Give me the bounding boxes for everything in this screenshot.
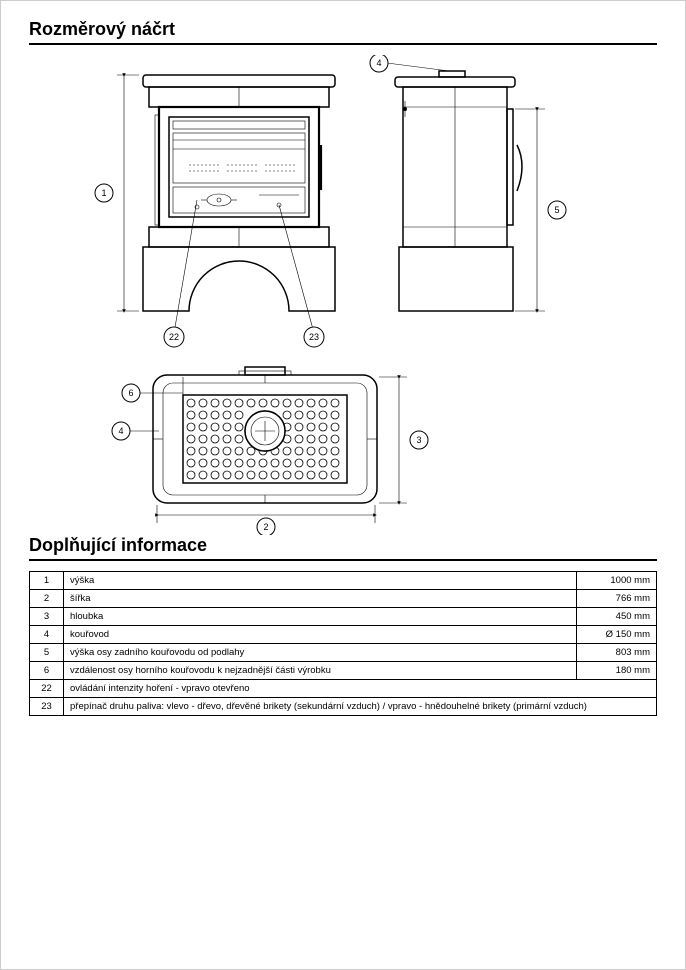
row-value: 450 mm (577, 608, 657, 626)
row-index: 5 (30, 644, 64, 662)
dimensions-heading: Rozměrový náčrt (29, 19, 657, 40)
table-row: 2šířka766 mm (30, 590, 657, 608)
callout-22: 22 (169, 332, 179, 342)
callout-2: 2 (263, 522, 268, 532)
row-index: 4 (30, 626, 64, 644)
table-row: 3hloubka450 mm (30, 608, 657, 626)
callout-1: 1 (101, 188, 106, 198)
row-index: 3 (30, 608, 64, 626)
callout-4-top: 4 (376, 58, 381, 68)
row-label: přepínač druhu paliva: vlevo - dřevo, dř… (64, 698, 657, 716)
row-value: 1000 mm (577, 572, 657, 590)
callout-4-side: 4 (118, 426, 123, 436)
page: Rozměrový náčrt (0, 0, 686, 970)
heading-rule (29, 43, 657, 45)
info-table: 1výška1000 mm2šířka766 mm3hloubka450 mm4… (29, 571, 657, 716)
top-view (153, 367, 377, 503)
table-row: 6vzdálenost osy horního kouřovodu k nejz… (30, 662, 657, 680)
row-index: 6 (30, 662, 64, 680)
row-value: Ø 150 mm (577, 626, 657, 644)
side-view (395, 71, 522, 311)
row-label: hloubka (64, 608, 577, 626)
technical-drawing: 1 22 23 (29, 55, 659, 535)
front-view (143, 75, 335, 311)
table-row: 22ovládání intenzity hoření - vpravo ote… (30, 680, 657, 698)
row-index: 1 (30, 572, 64, 590)
row-index: 2 (30, 590, 64, 608)
callout-3: 3 (416, 435, 421, 445)
row-value: 766 mm (577, 590, 657, 608)
row-label: šířka (64, 590, 577, 608)
row-index: 22 (30, 680, 64, 698)
table-row: 4kouřovodØ 150 mm (30, 626, 657, 644)
info-rule (29, 559, 657, 561)
callout-23: 23 (309, 332, 319, 342)
row-label: výška osy zadního kouřovodu od podlahy (64, 644, 577, 662)
row-label: kouřovod (64, 626, 577, 644)
row-value: 803 mm (577, 644, 657, 662)
row-value: 180 mm (577, 662, 657, 680)
table-row: 23přepínač druhu paliva: vlevo - dřevo, … (30, 698, 657, 716)
info-heading: Doplňující informace (29, 535, 657, 556)
row-index: 23 (30, 698, 64, 716)
row-label: vzdálenost osy horního kouřovodu k nejza… (64, 662, 577, 680)
front-dimensions: 1 22 23 (95, 75, 324, 347)
callout-5: 5 (554, 205, 559, 215)
table-row: 5výška osy zadního kouřovodu od podlahy8… (30, 644, 657, 662)
table-row: 1výška1000 mm (30, 572, 657, 590)
diagram-area: 1 22 23 (29, 55, 657, 535)
row-label: ovládání intenzity hoření - vpravo otevř… (64, 680, 657, 698)
top-dimensions: 6 4 2 3 (112, 377, 428, 535)
row-label: výška (64, 572, 577, 590)
callout-6: 6 (128, 388, 133, 398)
